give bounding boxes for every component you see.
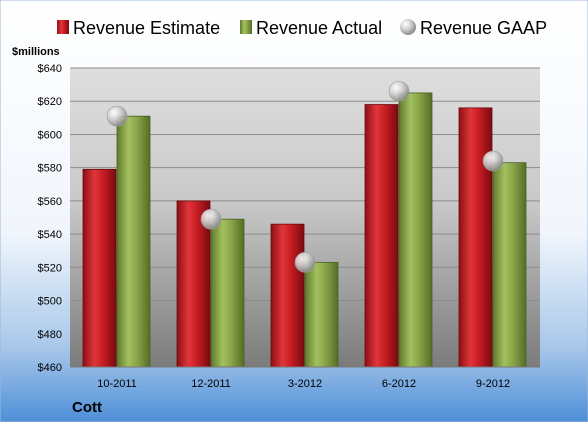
gaap-marker: [294, 252, 316, 273]
y-axis-ticks: $460 $480 $500 $520 $540 $560 $580 $600 $620 $640: [38, 63, 62, 374]
gaap-marker: [200, 208, 222, 230]
gaap-markers: [106, 80, 504, 273]
y-tick-label: $580: [38, 163, 62, 175]
bar-estimate: [270, 223, 305, 368]
y-tick-label: $640: [38, 63, 62, 75]
legend-marker-gaap: [400, 19, 416, 35]
x-tick-label: 10-2011: [97, 378, 137, 390]
gaap-marker: [388, 80, 410, 102]
x-tick-label: 12-2011: [191, 378, 231, 390]
gaap-marker: [482, 150, 504, 172]
legend-item-actual: Revenue Actual: [240, 18, 382, 38]
legend-item-estimate: Revenue Estimate: [57, 18, 220, 38]
legend-label-actual: Revenue Actual: [256, 18, 382, 38]
y-tick-label: $520: [38, 262, 62, 274]
bar-actual: [116, 115, 151, 368]
bar-actual: [492, 162, 527, 368]
bar-estimate: [364, 104, 399, 368]
bars: [82, 92, 527, 368]
legend-item-gaap: Revenue GAAP: [400, 18, 547, 38]
bar-actual: [398, 92, 433, 368]
gaap-marker: [106, 105, 128, 127]
y-tick-label: $600: [38, 129, 62, 141]
bar-estimate: [82, 168, 117, 368]
bar-actual: [304, 261, 339, 368]
company-name: Cott: [72, 399, 102, 416]
legend-label-gaap: Revenue GAAP: [420, 18, 547, 38]
bar-estimate: [458, 107, 493, 368]
y-axis-unit-label: $millions: [12, 46, 60, 58]
y-tick-label: $480: [38, 329, 62, 341]
legend-swatch-actual: [240, 20, 252, 34]
x-tick-label: 9-2012: [476, 378, 510, 390]
y-tick-label: $620: [38, 96, 62, 108]
legend-label-estimate: Revenue Estimate: [73, 18, 220, 38]
legend: Revenue Estimate Revenue Actual Revenue …: [57, 18, 547, 38]
x-axis-ticks: 10-2011 12-2011 3-2012 6-2012 9-2012: [97, 378, 510, 390]
y-tick-label: $540: [38, 229, 62, 241]
bar-estimate: [176, 200, 211, 368]
legend-swatch-estimate: [57, 20, 69, 34]
x-tick-label: 6-2012: [382, 378, 416, 390]
y-tick-label: $560: [38, 196, 62, 208]
x-tick-label: 3-2012: [288, 378, 322, 390]
y-tick-label: $460: [38, 362, 62, 374]
bar-actual: [210, 218, 245, 368]
y-tick-label: $500: [38, 296, 62, 308]
